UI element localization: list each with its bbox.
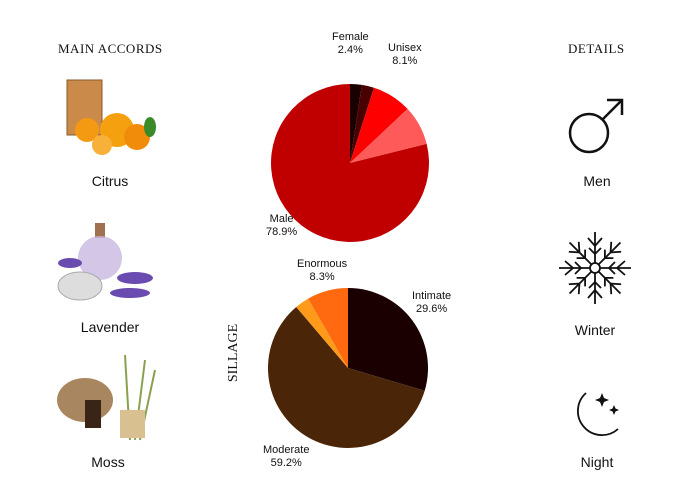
accord-citrus-label: Citrus	[91, 173, 129, 189]
detail-men-label: Men	[583, 173, 611, 189]
pie-label-intimate: Intimate 29.6%	[412, 290, 452, 315]
accord-lavender-label: Lavender	[80, 319, 140, 335]
pie-label-male: Male 78.9%	[266, 213, 298, 238]
pie-charts	[268, 84, 429, 448]
pie-slice-unisex	[350, 87, 408, 163]
moon-stars-icon	[577, 392, 619, 436]
snowflake-icon	[558, 232, 632, 305]
accord-moss-label: Moss	[91, 454, 125, 470]
detail-night-label: Night	[580, 454, 614, 470]
pie-label-female: Female 2.4%	[332, 31, 369, 56]
pie-slice-female	[350, 84, 362, 163]
details-heading: DETAILS	[568, 41, 625, 56]
pie-slice-intimate	[348, 288, 428, 391]
pie-slice-unlabeled-1	[350, 84, 374, 163]
sillage-title: SILLAGE	[226, 323, 242, 383]
pie-label-unisex: Unisex 8.1%	[388, 42, 422, 67]
gender-pie	[271, 84, 429, 242]
sillage-pie	[268, 288, 428, 448]
pie-slice-enormous	[308, 288, 348, 368]
pie-label-enormous: Enormous 8.3%	[297, 258, 348, 283]
detail-winter-label: Winter	[574, 322, 616, 338]
citrus-image	[66, 79, 156, 155]
pie-slice-unlabeled-2	[296, 298, 348, 368]
pie-slice-unlabeled-3	[350, 108, 427, 163]
pie-slice-male	[271, 84, 429, 242]
lavender-image	[57, 223, 153, 301]
pie-slice-moderate	[268, 307, 425, 448]
moss-image	[57, 354, 156, 441]
pie-label-moderate: Moderate 59.2%	[263, 444, 310, 469]
main-accords-heading: MAIN ACCORDS	[58, 41, 163, 56]
male-symbol-icon	[568, 98, 624, 154]
